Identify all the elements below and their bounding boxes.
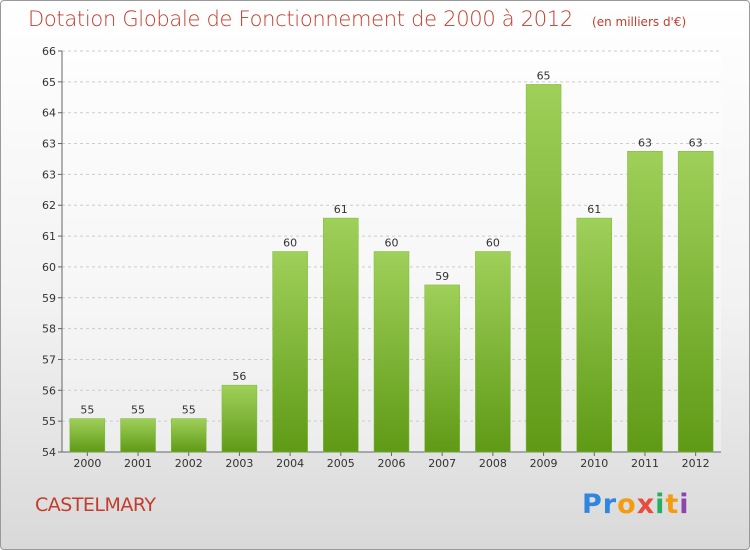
x-tick-label-2005: 2005 [327, 457, 355, 470]
logo-letter: o [617, 489, 637, 520]
axes: 54 55 56 57 58 59 60 61 62 63 63 64 65 66 [42, 45, 721, 459]
bar-2004 [272, 251, 308, 453]
y-tick-label: 62 [42, 199, 56, 212]
data-label-2005: 61 [334, 203, 348, 216]
bar-2001 [120, 418, 156, 453]
bar-2002 [170, 418, 207, 453]
y-tick-label: 63 [42, 138, 56, 151]
bar-2010 [576, 217, 613, 453]
bar-2009 [525, 84, 562, 453]
bar-2005 [323, 217, 359, 453]
x-tick-label-2006: 2006 [378, 457, 406, 470]
x-tick-label-2010: 2010 [580, 457, 608, 470]
y-tick-label: 57 [42, 353, 56, 366]
data-label-2006: 60 [385, 237, 399, 250]
data-label-2002: 55 [182, 404, 196, 417]
y-tick-label: 54 [42, 446, 56, 459]
y-tick-label: 60 [42, 261, 56, 274]
bar-2003 [221, 384, 258, 453]
y-tick-label: 66 [42, 45, 56, 58]
chart-title-row: Dotation Globale de Fonctionnement de 20… [28, 7, 686, 31]
y-tick-label: 63 [42, 168, 56, 181]
logo-letter: P [582, 489, 603, 520]
x-tick-label-2007: 2007 [428, 457, 456, 470]
logo-letter: x [636, 489, 656, 520]
logo-letter: t [665, 489, 680, 520]
bar-2000 [69, 418, 106, 453]
x-tick-label-2008: 2008 [479, 457, 507, 470]
data-label-2001: 55 [131, 404, 145, 417]
logo-letter: r [602, 489, 618, 520]
bar-2007 [424, 284, 460, 453]
y-tick-label: 58 [42, 323, 56, 336]
data-label-2004: 60 [283, 237, 297, 250]
x-tick-label-2002: 2002 [175, 457, 203, 470]
y-tick-label: 59 [42, 292, 56, 305]
bar-2006 [373, 251, 410, 453]
data-label-2009: 65 [537, 69, 551, 82]
x-tick-label-2009: 2009 [530, 457, 558, 470]
x-tick-label-2011: 2011 [631, 457, 659, 470]
data-label-2012: 63 [689, 136, 703, 149]
y-tick-label: 55 [42, 415, 56, 428]
logo-letter: i [655, 489, 666, 520]
data-label-2007: 59 [435, 270, 449, 283]
x-tick-label-2012: 2012 [682, 457, 710, 470]
y-tick-label: 65 [42, 76, 56, 89]
bar-2011 [627, 151, 663, 453]
logo-letter: i [679, 489, 690, 520]
bar-2008 [475, 251, 511, 453]
y-tick-label: 61 [42, 230, 56, 243]
data-label-2011: 63 [638, 136, 652, 149]
labels: 55 2000 55 2001 55 2002 56 2003 60 2004 61 2005 60 20… [73, 69, 709, 470]
data-label-2010: 61 [587, 203, 601, 216]
data-label-2003: 56 [232, 370, 246, 383]
x-tick-label-2000: 2000 [73, 457, 101, 470]
data-label-2008: 60 [486, 237, 500, 250]
y-tick-label: 64 [42, 107, 56, 120]
proxiti-logo[interactable]: Proxiti [582, 489, 690, 520]
x-tick-label-2001: 2001 [124, 457, 152, 470]
commune-name: CASTELMARY [35, 494, 156, 516]
x-tick-label-2003: 2003 [225, 457, 253, 470]
x-tick-label-2004: 2004 [276, 457, 304, 470]
y-tick-label: 56 [42, 384, 56, 397]
chart-title: Dotation Globale de Fonctionnement de 20… [28, 7, 573, 31]
bar-2012 [677, 151, 714, 453]
chart-subtitle: (en milliers d'€) [592, 15, 687, 29]
bars [69, 84, 714, 453]
data-label-2000: 55 [80, 404, 94, 417]
